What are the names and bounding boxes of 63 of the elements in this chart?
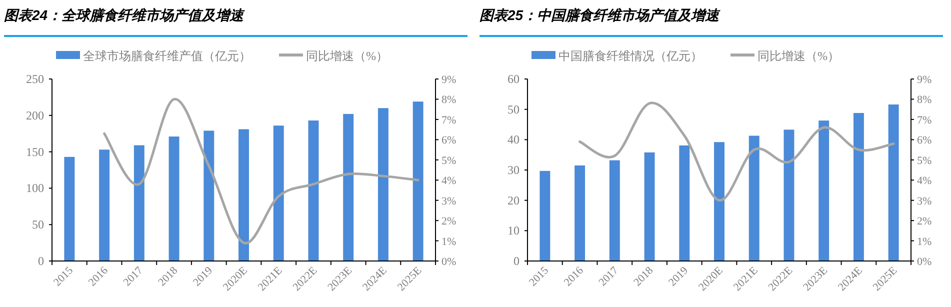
y-tick-label: 100 [26,181,44,196]
y2-tick-label: 2% [917,216,932,228]
y2-tick-label: 7% [917,114,932,126]
y-tick-label: 60 [508,72,520,86]
y2-tick-label: 0% [442,256,456,268]
bar [273,126,284,261]
bar [540,170,550,261]
y2-tick-label: 6% [442,134,456,147]
y2-tick-label: 4% [917,175,932,188]
y2-tick-label: 4% [442,175,456,188]
y-tick-label: 20 [508,193,520,208]
bar [748,136,760,261]
bar [714,142,724,261]
legend-label: 同比增速（%） [306,49,388,63]
bar [168,136,180,261]
y2-tick-label: 1% [917,236,932,248]
bar [888,104,899,261]
y2-tick-label: 6% [917,134,932,147]
y2-tick-label: 9% [442,74,456,86]
bar [574,165,586,261]
y-tick-label: 250 [26,72,44,86]
bar [308,120,319,261]
legend-label: 中国膳食纤维情况（亿元） [558,49,702,63]
y2-tick-label: 5% [442,154,456,167]
bar [818,120,830,261]
y-tick-label: 150 [26,144,44,159]
chart-title: 图表24：全球膳食纤维市场产值及增速 [4,7,246,23]
bar [784,130,794,261]
y-tick-label: 0 [38,254,44,268]
y-tick-label: 10 [508,224,520,238]
bar [238,129,249,261]
y-tick-label: 40 [508,132,520,147]
bar [853,112,864,261]
bar [343,114,354,261]
y-tick-label: 200 [26,108,44,122]
chart-title: 图表25：中国膳食纤维市场产值及增速 [480,7,722,23]
y2-tick-label: 5% [917,154,932,167]
bar [679,145,690,261]
bar [204,130,214,261]
legend-label: 全球市场膳食纤维产值（亿元） [83,49,251,63]
y2-tick-label: 9% [917,74,932,86]
y2-tick-label: 3% [917,195,932,208]
y2-tick-label: 7% [442,114,456,126]
bar [134,145,144,261]
y-tick-label: 50 [508,102,520,116]
bar [412,102,424,261]
line-series [103,98,420,244]
y-tick-label: 0 [514,254,520,268]
legend-label: 同比增速（%） [758,49,840,63]
bar [64,156,75,261]
y2-tick-label: 3% [442,195,456,208]
bar [644,152,655,261]
y2-tick-label: 2% [442,216,456,228]
y2-tick-label: 1% [442,236,456,248]
y-tick-label: 30 [508,163,520,177]
y2-tick-label: 8% [442,94,456,106]
bar [609,160,620,261]
bar [99,150,110,261]
line-series [578,102,895,202]
bar [378,108,388,261]
y2-tick-label: 0% [917,256,932,268]
y2-tick-label: 8% [917,94,932,106]
y-tick-label: 50 [32,218,44,232]
